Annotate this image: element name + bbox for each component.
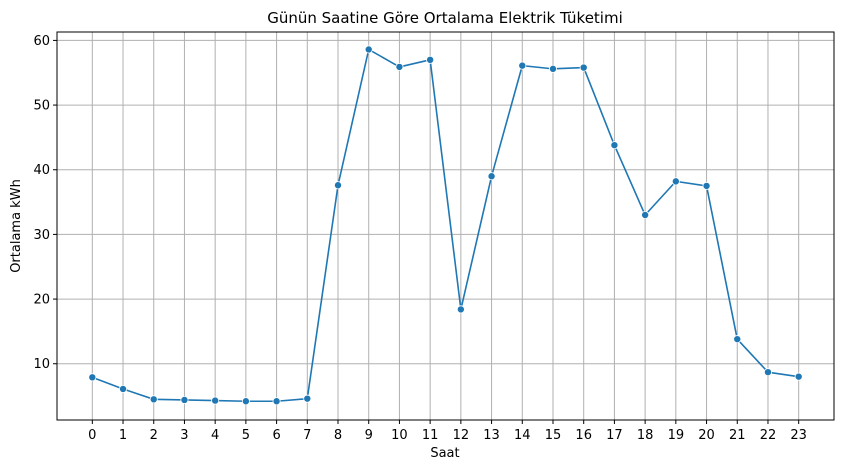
series-line (92, 48, 799, 403)
x-tick-label: 8 (334, 428, 342, 443)
data-point (641, 211, 650, 220)
x-tick-label: 19 (668, 428, 685, 443)
data-point (579, 63, 588, 72)
series-layer (88, 45, 803, 406)
x-axis: 0 1 2 3 4 5 6 7 8 9 10 11 12 13 14 15 16 17 18 19 20 21 22 23 (88, 420, 807, 443)
x-tick-label: 2 (150, 428, 158, 443)
x-tick-label: 0 (88, 428, 96, 443)
x-tick-label: 15 (545, 428, 562, 443)
data-point (518, 61, 527, 70)
plot-frame (56, 31, 835, 421)
data-point (610, 141, 619, 150)
grid (57, 32, 834, 420)
data-point (733, 335, 742, 344)
x-tick-label: 18 (637, 428, 654, 443)
data-point (487, 172, 496, 181)
x-tick-label: 22 (760, 428, 777, 443)
data-point (334, 181, 343, 190)
x-axis-label: Saat (430, 446, 459, 461)
x-tick-label: 10 (391, 428, 408, 443)
x-tick-label: 7 (303, 428, 311, 443)
y-tick-label: 20 (33, 293, 50, 308)
x-tick-label: 21 (729, 428, 746, 443)
data-point (364, 45, 373, 54)
data-point (180, 395, 189, 404)
data-point (702, 181, 711, 190)
data-point (241, 397, 250, 406)
data-point (272, 397, 281, 406)
x-tick-label: 20 (698, 428, 715, 443)
data-point (426, 55, 435, 64)
x-tick-label: 4 (211, 428, 219, 443)
x-tick-label: 9 (365, 428, 373, 443)
x-tick-label: 3 (180, 428, 188, 443)
data-point (119, 384, 128, 393)
data-point (794, 372, 803, 381)
y-tick-label: 60 (33, 34, 50, 49)
data-point (548, 64, 557, 73)
data-point (395, 62, 404, 71)
x-tick-label: 6 (272, 428, 280, 443)
y-tick-label: 30 (33, 228, 50, 243)
y-tick-label: 10 (33, 357, 50, 372)
x-tick-label: 23 (790, 428, 807, 443)
x-tick-label: 11 (422, 428, 439, 443)
data-point (149, 395, 158, 404)
x-tick-label: 17 (606, 428, 623, 443)
data-point (456, 305, 465, 314)
x-tick-label: 5 (242, 428, 250, 443)
x-tick-label: 14 (514, 428, 531, 443)
x-tick-label: 1 (119, 428, 127, 443)
data-point (763, 368, 772, 377)
y-axis-label: Ortalama kWh (9, 179, 24, 273)
x-tick-label: 13 (483, 428, 500, 443)
data-point (303, 394, 312, 403)
x-tick-label: 12 (453, 428, 470, 443)
data-point (671, 177, 680, 186)
y-tick-label: 40 (33, 163, 50, 178)
data-point (211, 396, 220, 405)
x-tick-label: 16 (575, 428, 592, 443)
data-point (88, 373, 97, 382)
y-tick-label: 50 (33, 99, 50, 114)
chart-title: Günün Saatine Göre Ortalama Elektrik Tük… (267, 9, 623, 27)
y-axis: 10 20 30 40 50 60 (33, 34, 57, 372)
